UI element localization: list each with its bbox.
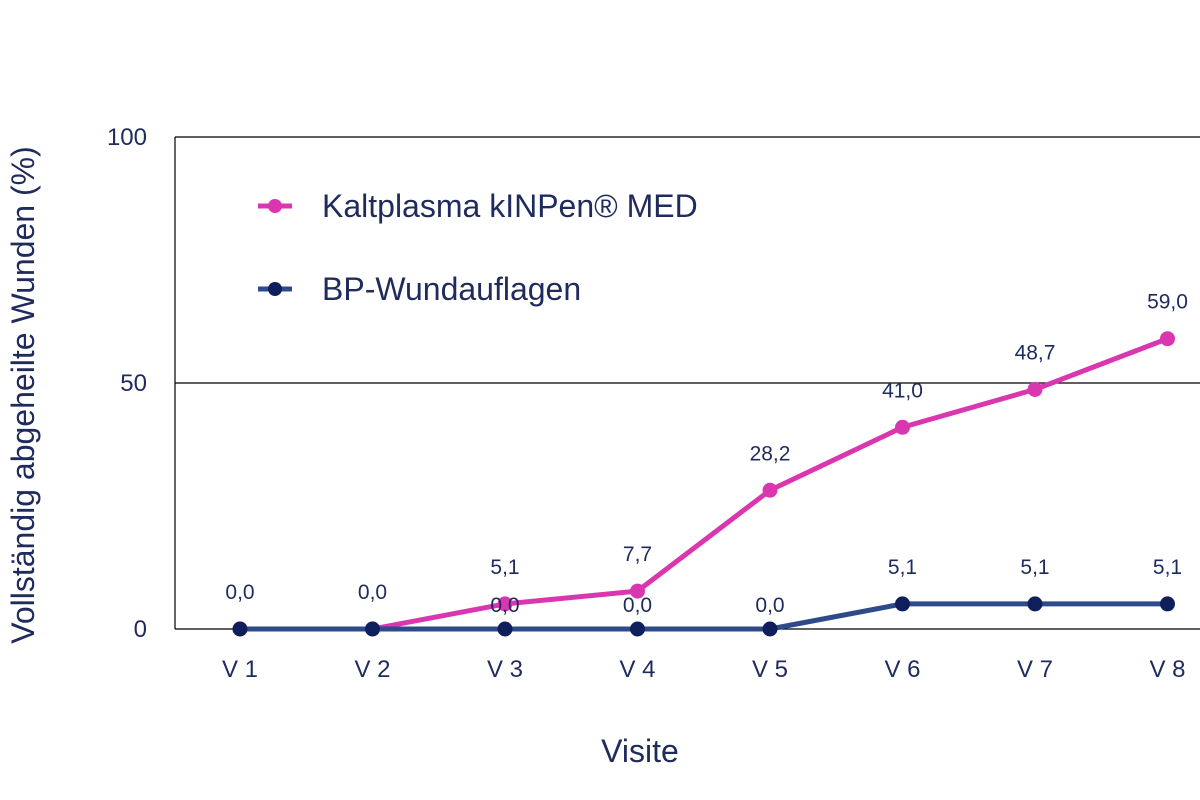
data-point <box>365 621 380 637</box>
x-axis-title: Visite <box>601 733 679 769</box>
series-line-1 <box>237 601 1170 632</box>
y-tick-label: 100 <box>107 124 147 151</box>
x-tick-label: V 5 <box>752 656 788 683</box>
x-tick-label: V 6 <box>884 656 920 683</box>
y-axis-title: Vollständig abgeheilte Wunden (%) <box>5 146 41 644</box>
data-point <box>762 482 778 498</box>
data-point <box>497 621 513 637</box>
data-point <box>232 621 248 637</box>
data-label: 59,0 <box>1147 291 1188 314</box>
data-point <box>630 621 645 637</box>
data-label: 28,2 <box>750 442 791 465</box>
data-point <box>1160 596 1175 612</box>
x-tick-label: V 7 <box>1017 656 1053 683</box>
y-tick-label: 50 <box>120 370 147 397</box>
x-tick-label: V 8 <box>1149 656 1185 683</box>
data-label: 0,0 <box>225 581 254 604</box>
data-point <box>762 621 778 637</box>
legend: Kaltplasma kINPen® MED BP-Wundauflagen <box>258 188 698 307</box>
x-tick-label: V 3 <box>487 656 523 683</box>
x-tick-label: V 1 <box>222 656 258 683</box>
data-point <box>895 419 910 435</box>
data-label: 5,1 <box>1153 556 1182 579</box>
data-point <box>895 596 910 612</box>
data-label: 48,7 <box>1015 341 1056 364</box>
x-tick-label: V 4 <box>619 656 655 683</box>
data-label: 41,0 <box>882 379 923 402</box>
legend-marker-bp <box>268 282 282 296</box>
legend-label-kaltplasma: Kaltplasma kINPen® MED <box>322 188 698 224</box>
data-label: 5,1 <box>1020 556 1049 579</box>
x-tick-label: V 2 <box>354 656 390 683</box>
data-label: 5,1 <box>888 556 917 579</box>
data-label: 0,0 <box>490 594 519 617</box>
y-tick-label: 0 <box>134 616 147 643</box>
data-point <box>1027 381 1043 397</box>
data-point <box>497 596 513 612</box>
data-label: 0,0 <box>755 594 784 617</box>
data-point <box>630 583 645 599</box>
series-line-0 <box>237 336 1170 632</box>
legend-marker-kaltplasma <box>268 199 282 213</box>
data-label: 0,0 <box>623 594 652 617</box>
data-label: 7,7 <box>623 543 652 566</box>
legend-label-bp: BP-Wundauflagen <box>322 271 581 307</box>
data-label: 5,1 <box>490 556 519 579</box>
data-point <box>1027 596 1043 612</box>
data-label: 0,0 <box>358 581 387 604</box>
data-point <box>1160 331 1175 347</box>
